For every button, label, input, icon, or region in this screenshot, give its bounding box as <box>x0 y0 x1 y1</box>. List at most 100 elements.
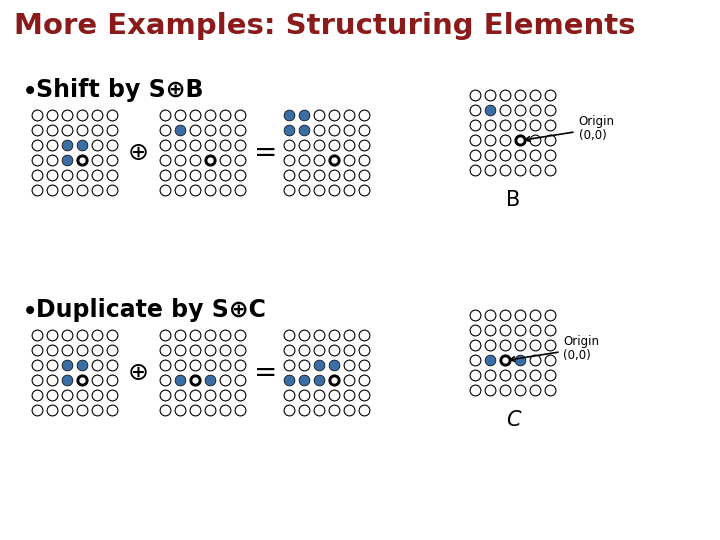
Circle shape <box>470 120 481 131</box>
Circle shape <box>220 110 231 121</box>
Circle shape <box>235 345 246 356</box>
Circle shape <box>500 355 511 366</box>
Circle shape <box>205 140 216 151</box>
Circle shape <box>220 330 231 341</box>
Circle shape <box>107 375 118 386</box>
Circle shape <box>160 345 171 356</box>
Circle shape <box>359 345 370 356</box>
Circle shape <box>515 90 526 101</box>
Circle shape <box>500 105 511 116</box>
Circle shape <box>62 125 73 136</box>
Circle shape <box>470 135 481 146</box>
Circle shape <box>314 405 325 416</box>
Circle shape <box>515 105 526 116</box>
Circle shape <box>359 125 370 136</box>
Circle shape <box>175 390 186 401</box>
Circle shape <box>77 345 88 356</box>
Circle shape <box>485 385 496 396</box>
Text: Origin
(0,0): Origin (0,0) <box>510 334 600 362</box>
Circle shape <box>32 155 43 166</box>
Circle shape <box>47 405 58 416</box>
Circle shape <box>299 360 310 371</box>
Text: •: • <box>22 78 38 106</box>
Circle shape <box>545 385 556 396</box>
Circle shape <box>62 375 73 386</box>
Circle shape <box>545 105 556 116</box>
Circle shape <box>344 360 355 371</box>
Circle shape <box>92 125 103 136</box>
Circle shape <box>515 340 526 351</box>
Circle shape <box>32 405 43 416</box>
Circle shape <box>530 90 541 101</box>
Circle shape <box>175 360 186 371</box>
Circle shape <box>299 170 310 181</box>
Circle shape <box>344 110 355 121</box>
Circle shape <box>545 90 556 101</box>
Circle shape <box>470 340 481 351</box>
Circle shape <box>160 360 171 371</box>
Circle shape <box>470 310 481 321</box>
Circle shape <box>47 185 58 196</box>
Circle shape <box>47 155 58 166</box>
Circle shape <box>175 345 186 356</box>
Circle shape <box>503 358 508 363</box>
Circle shape <box>205 125 216 136</box>
Circle shape <box>485 150 496 161</box>
Circle shape <box>160 125 171 136</box>
Circle shape <box>107 345 118 356</box>
Circle shape <box>314 185 325 196</box>
Circle shape <box>470 105 481 116</box>
Text: =: = <box>254 359 278 387</box>
Circle shape <box>190 125 201 136</box>
Circle shape <box>359 405 370 416</box>
Circle shape <box>545 120 556 131</box>
Circle shape <box>32 185 43 196</box>
Circle shape <box>485 325 496 336</box>
Circle shape <box>220 170 231 181</box>
Text: •: • <box>22 298 38 326</box>
Circle shape <box>470 150 481 161</box>
Circle shape <box>329 185 340 196</box>
Circle shape <box>107 360 118 371</box>
Circle shape <box>193 378 198 383</box>
Text: More Examples: Structuring Elements: More Examples: Structuring Elements <box>14 12 636 40</box>
Circle shape <box>530 135 541 146</box>
Circle shape <box>314 390 325 401</box>
Circle shape <box>359 360 370 371</box>
Circle shape <box>485 135 496 146</box>
Circle shape <box>160 330 171 341</box>
Circle shape <box>530 370 541 381</box>
Circle shape <box>47 140 58 151</box>
Circle shape <box>470 325 481 336</box>
Circle shape <box>359 185 370 196</box>
Circle shape <box>530 105 541 116</box>
Circle shape <box>344 405 355 416</box>
Circle shape <box>329 125 340 136</box>
Circle shape <box>190 110 201 121</box>
Circle shape <box>344 155 355 166</box>
Circle shape <box>359 140 370 151</box>
Circle shape <box>220 140 231 151</box>
Circle shape <box>235 330 246 341</box>
Circle shape <box>545 165 556 176</box>
Circle shape <box>530 310 541 321</box>
Circle shape <box>208 158 213 163</box>
Circle shape <box>314 170 325 181</box>
Circle shape <box>530 355 541 366</box>
Circle shape <box>160 390 171 401</box>
Circle shape <box>545 370 556 381</box>
Circle shape <box>235 140 246 151</box>
Circle shape <box>62 140 73 151</box>
Circle shape <box>359 170 370 181</box>
Circle shape <box>314 360 325 371</box>
Text: B: B <box>506 190 520 210</box>
Circle shape <box>359 155 370 166</box>
Circle shape <box>284 140 295 151</box>
Circle shape <box>175 375 186 386</box>
Circle shape <box>500 310 511 321</box>
Circle shape <box>299 110 310 121</box>
Circle shape <box>160 185 171 196</box>
Circle shape <box>107 405 118 416</box>
Circle shape <box>47 375 58 386</box>
Circle shape <box>500 370 511 381</box>
